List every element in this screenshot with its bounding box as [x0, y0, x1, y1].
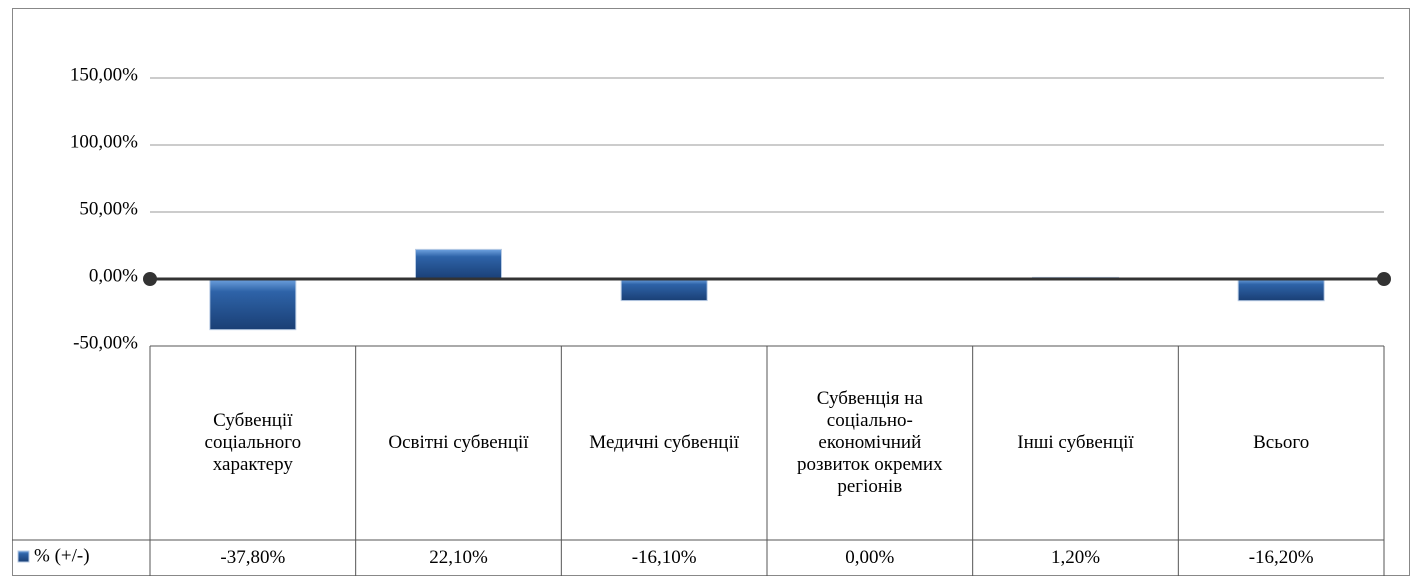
value-label: -16,10% [631, 547, 697, 568]
value-label: 1,20% [1050, 547, 1101, 568]
bar [209, 278, 297, 331]
category-label: Всього [1253, 432, 1310, 453]
category-label: Медичні субвенції [589, 432, 739, 453]
value-label: 0,00% [845, 547, 895, 568]
category-label: Субвенція на соціально-економічний розви… [797, 388, 943, 497]
y-tick-label: 100,00% [70, 131, 138, 152]
value-label: -37,80% [220, 547, 286, 568]
y-tick-label: 50,00% [79, 198, 138, 219]
bar [620, 278, 708, 302]
axis-end [1377, 272, 1391, 286]
bar [415, 248, 502, 280]
value-label: -16,20% [1248, 547, 1314, 568]
legend-label: % (+/-) [34, 545, 90, 566]
category-label: Інші субвенції [1017, 432, 1134, 453]
legend-key [17, 550, 30, 563]
category-label: Субвенції соціального характеру [204, 410, 302, 475]
category-label: Освітні субвенції [388, 432, 529, 453]
axis-end [143, 272, 157, 286]
y-tick-label: 0,00% [89, 265, 138, 286]
value-label: 22,10% [429, 547, 488, 568]
y-tick-label: -50,00% [73, 332, 138, 353]
y-tick-label: 150,00% [70, 64, 138, 85]
bar [1237, 278, 1325, 302]
